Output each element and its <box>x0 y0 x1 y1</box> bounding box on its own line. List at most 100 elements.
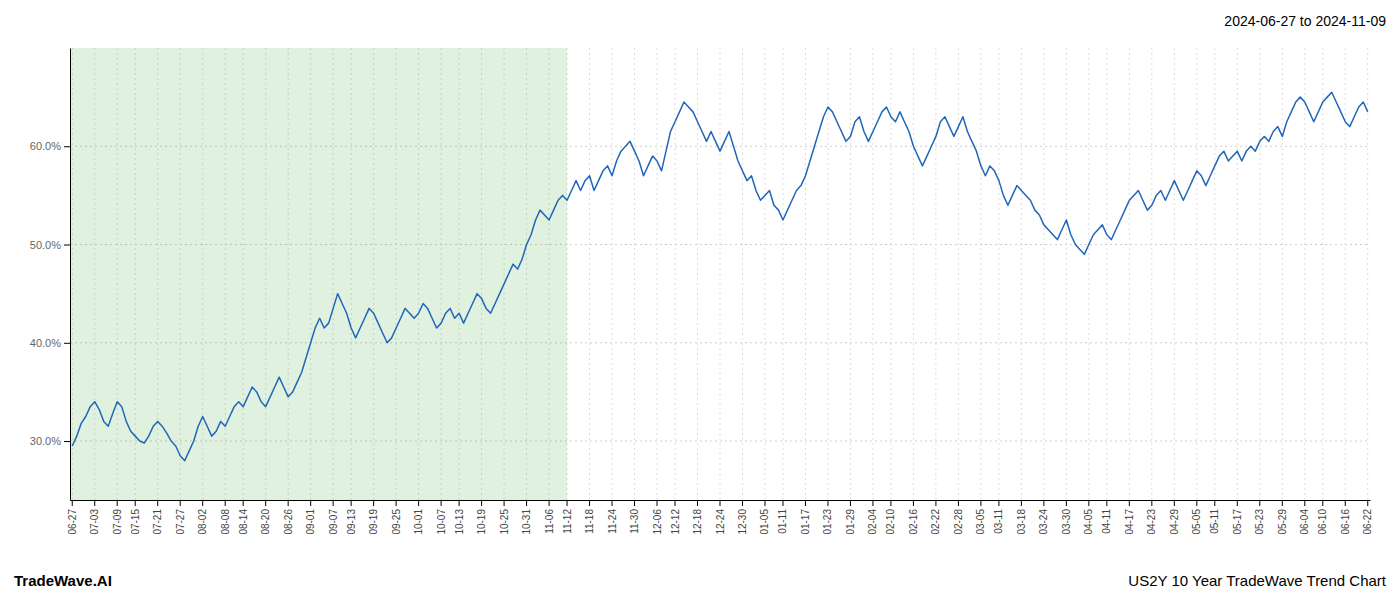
x-grid-line <box>1282 48 1283 500</box>
x-tick-label: 10-01 <box>413 509 424 535</box>
x-tick: 04-05 <box>1083 500 1094 535</box>
x-tick-mark <box>1174 500 1175 506</box>
x-grid-line <box>1259 48 1260 500</box>
x-tick-mark <box>549 500 550 506</box>
x-grid-line <box>1174 48 1175 500</box>
x-tick-label: 03-18 <box>1016 509 1027 535</box>
x-grid-line <box>958 48 959 500</box>
x-tick-mark <box>1106 500 1107 506</box>
x-tick: 04-23 <box>1146 500 1157 535</box>
x-tick: 10-31 <box>521 500 532 535</box>
x-tick-mark <box>890 500 891 506</box>
x-tick: 06-04 <box>1299 500 1310 535</box>
x-tick: 11-24 <box>607 500 618 534</box>
x-tick-label: 07-27 <box>175 509 186 535</box>
x-grid-line <box>1214 48 1215 500</box>
x-tick-label: 07-15 <box>130 509 141 535</box>
x-tick: 03-30 <box>1061 500 1072 535</box>
x-tick-label: 12-12 <box>670 509 681 535</box>
x-tick-mark <box>612 500 613 506</box>
x-grid-line <box>742 48 743 500</box>
x-tick-mark <box>850 500 851 506</box>
x-tick-label: 05-23 <box>1254 509 1265 535</box>
x-tick: 05-29 <box>1277 500 1288 535</box>
x-tick-label: 06-27 <box>67 509 78 535</box>
x-tick-label: 03-30 <box>1061 509 1072 535</box>
x-tick: 01-05 <box>759 500 770 535</box>
x-tick: 03-24 <box>1038 500 1049 535</box>
x-grid-line <box>1043 48 1044 500</box>
x-grid-line <box>913 48 914 500</box>
x-tick: 04-29 <box>1169 500 1180 535</box>
x-tick-mark <box>333 500 334 506</box>
x-tick: 09-25 <box>391 500 402 535</box>
x-tick-mark <box>310 500 311 506</box>
x-tick-mark <box>1214 500 1215 506</box>
x-tick-label: 07-21 <box>152 509 163 535</box>
x-tick: 11-06 <box>544 500 555 534</box>
x-tick-label: 01-29 <box>845 509 856 535</box>
x-tick-label: 10-07 <box>436 509 447 535</box>
x-grid-line <box>805 48 806 500</box>
x-tick: 02-10 <box>885 500 896 535</box>
y-tick: 40.0% <box>30 337 70 349</box>
x-tick-mark <box>1129 500 1130 506</box>
x-tick: 01-17 <box>800 500 811 535</box>
x-tick-label: 03-05 <box>975 509 986 535</box>
y-tick: 30.0% <box>30 435 70 447</box>
x-tick: 10-19 <box>476 500 487 535</box>
grid <box>70 48 1370 500</box>
x-tick-label: 03-11 <box>993 509 1004 534</box>
x-tick-label: 11-24 <box>607 509 618 534</box>
x-tick: 07-27 <box>175 500 186 535</box>
x-tick-mark <box>1043 500 1044 506</box>
x-tick-mark <box>1322 500 1323 506</box>
x-tick: 10-07 <box>436 500 447 535</box>
x-tick-mark <box>1345 500 1346 506</box>
x-grid-line <box>1237 48 1238 500</box>
x-grid-line <box>634 48 635 500</box>
x-tick-mark <box>441 500 442 506</box>
x-grid-line <box>1322 48 1323 500</box>
x-grid-line <box>764 48 765 500</box>
x-tick-mark <box>265 500 266 506</box>
x-tick-label: 08-26 <box>283 509 294 535</box>
x-tick-mark <box>1259 500 1260 506</box>
x-tick-mark <box>935 500 936 506</box>
x-tick-label: 09-01 <box>305 509 316 535</box>
y-tick-mark <box>64 441 70 442</box>
x-tick: 05-17 <box>1232 500 1243 535</box>
x-grid-line <box>935 48 936 500</box>
x-tick-mark <box>782 500 783 506</box>
x-tick-label: 09-13 <box>346 509 357 535</box>
line <box>72 92 1368 460</box>
plot: 30.0%40.0%50.0%60.0%06-2707-0307-0907-15… <box>30 48 1373 535</box>
x-tick: 08-20 <box>260 500 271 535</box>
x-tick-mark <box>1367 500 1368 506</box>
x-grid-line <box>827 48 828 500</box>
x-grid-line <box>850 48 851 500</box>
x-tick: 08-02 <box>197 500 208 535</box>
x-tick: 10-01 <box>413 500 424 535</box>
x-grid-line <box>697 48 698 500</box>
x-tick-label: 08-14 <box>238 509 249 535</box>
x-tick-label: 10-13 <box>454 509 465 535</box>
x-tick: 08-26 <box>283 500 294 535</box>
x-tick-mark <box>1196 500 1197 506</box>
x-tick: 01-23 <box>822 500 833 535</box>
x-tick-label: 09-25 <box>391 509 402 535</box>
x-tick: 09-13 <box>346 500 357 535</box>
x-tick-mark <box>827 500 828 506</box>
x-tick-label: 06-22 <box>1362 509 1373 535</box>
x-tick-label: 06-10 <box>1317 509 1328 535</box>
x-tick: 06-27 <box>67 500 78 535</box>
x-tick-label: 01-17 <box>800 509 811 535</box>
y-axis: 30.0%40.0%50.0%60.0% <box>30 49 71 501</box>
x-tick: 12-18 <box>692 500 703 535</box>
subtitle: 2024-06-27 to 2024-11-09 <box>1224 13 1386 29</box>
x-tick-mark <box>958 500 959 506</box>
x-tick-mark <box>1066 500 1067 506</box>
x-tick: 11-18 <box>584 500 595 534</box>
x-tick: 12-24 <box>715 500 726 535</box>
x-tick-mark <box>225 500 226 506</box>
